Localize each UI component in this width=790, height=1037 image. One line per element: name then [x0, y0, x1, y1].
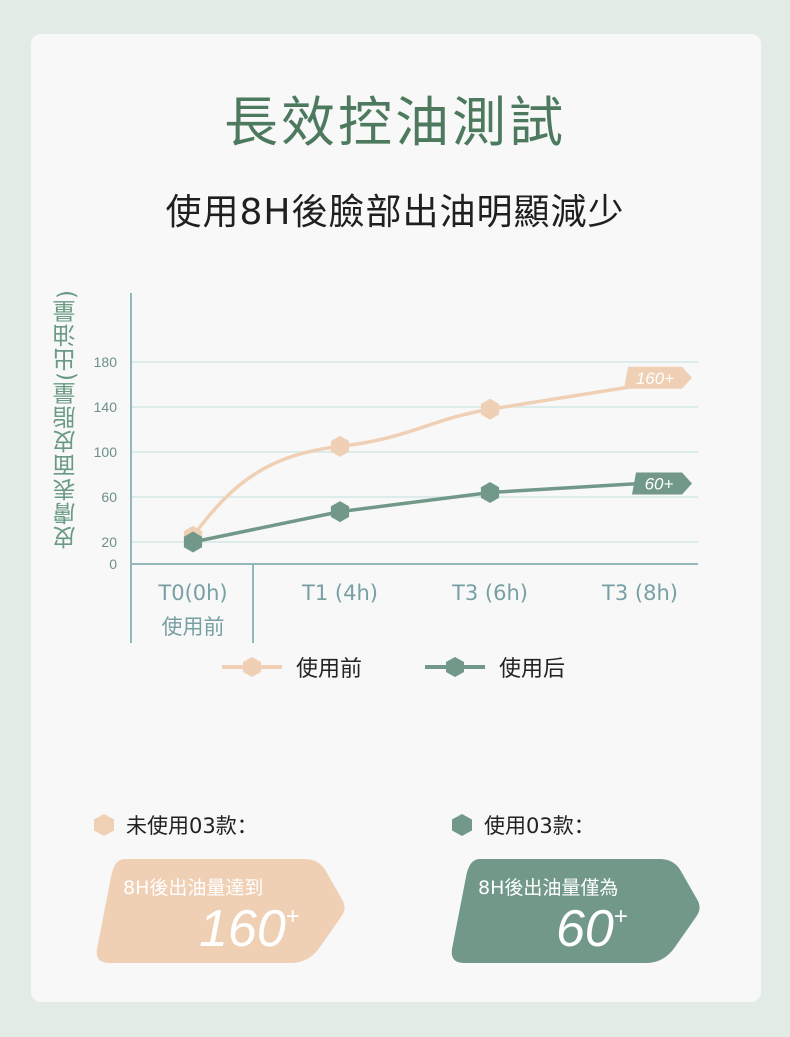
legend-before-marker-icon: [222, 657, 282, 677]
summary-before-label: 未使用03款：: [126, 814, 258, 838]
page-title: 長效控油測試: [224, 91, 566, 154]
summary-before-description: 8H後出油量達到: [123, 877, 264, 899]
summary-after-box: 8H後出油量僅為 60+: [450, 857, 700, 965]
summary-before-heading: 未使用03款：: [92, 810, 258, 840]
summary-after-label: 使用03款：: [484, 814, 595, 838]
legend-after-label: 使用后: [499, 657, 566, 682]
y-tick-label: 180: [94, 354, 118, 370]
y-tick-label: 0: [109, 556, 117, 572]
y-tick-label: 20: [101, 534, 117, 550]
x-tick-label: T0(0h): [157, 581, 227, 605]
end-label-badge-1: [632, 472, 692, 495]
x-tick-label: T3 (8h): [601, 581, 678, 605]
summary-after-heading: 使用03款：: [450, 810, 595, 840]
y-tick-label: 60: [101, 489, 117, 505]
oil-test-chart: 0 20 60 100 140 180 T0(0h) 使用前 T1 (4h) T3 (6h) T3 …: [94, 293, 698, 643]
hexagon-after-icon: [452, 814, 472, 836]
end-label-badge-0: [624, 366, 692, 389]
y-tick-label: 140: [94, 399, 118, 415]
data-point-1-0: [183, 531, 203, 553]
summary-before-box: 8H後出油量達到 160+: [95, 857, 345, 965]
legend-after-marker-icon: [425, 657, 485, 677]
page-subtitle: 使用8H後臉部出油明顯減少: [165, 192, 625, 233]
summary-before-value: 160+: [199, 900, 300, 958]
data-point-1-2: [480, 482, 500, 503]
series-line-0: [191, 376, 690, 539]
x-tick-label: T1 (4h): [301, 581, 378, 605]
series-line-1: [191, 481, 690, 544]
end-label-text-1: 60+: [645, 475, 674, 494]
legend-item-before: 使用前: [222, 650, 362, 684]
summary-after-description: 8H後出油量僅為: [478, 877, 619, 899]
hexagon-before-icon: [94, 814, 114, 836]
summary-after-shape: [451, 859, 700, 963]
data-point-0-1: [330, 435, 350, 457]
data-point-1-1: [330, 501, 350, 523]
x-tick-sublabel: 使用前: [162, 615, 225, 639]
data-point-0-2: [480, 398, 500, 420]
end-label-text-0: 160+: [636, 369, 674, 388]
summary-before-shape: [96, 859, 345, 963]
x-tick-label: T3 (6h): [451, 581, 528, 605]
legend-item-after: 使用后: [425, 650, 565, 684]
legend-before-label: 使用前: [296, 657, 363, 682]
y-tick-label: 100: [94, 444, 118, 460]
content-card: [31, 34, 761, 1002]
summary-after-value: 60+: [556, 900, 628, 958]
